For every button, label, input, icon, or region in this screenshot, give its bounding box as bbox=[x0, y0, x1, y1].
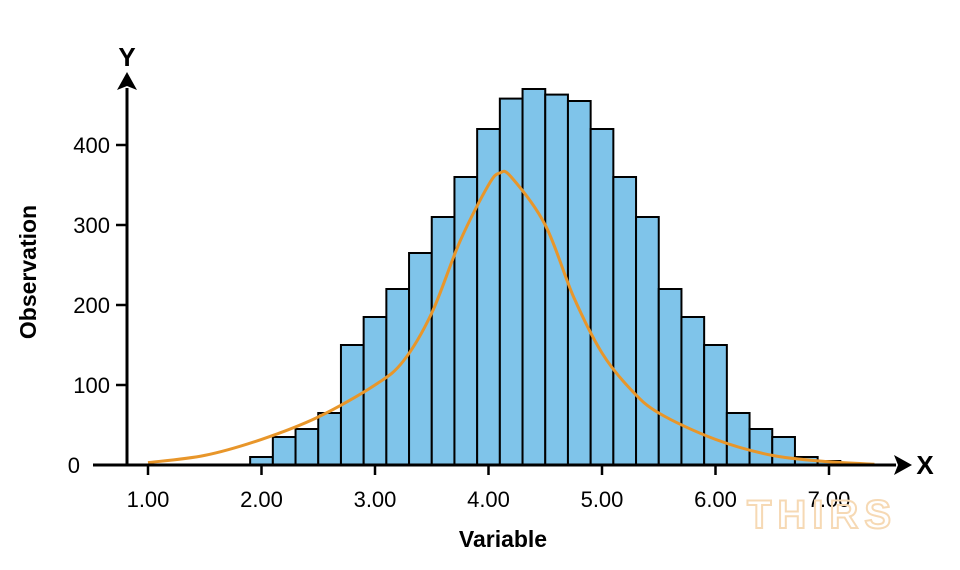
axes: X Y bbox=[93, 42, 934, 480]
watermark-logo: THIRS bbox=[747, 493, 897, 537]
y-axis-title: Observation bbox=[15, 205, 41, 339]
histogram-bar bbox=[294, 428, 320, 466]
histogram-bar bbox=[271, 436, 297, 466]
y-tick-label: 300 bbox=[73, 213, 110, 238]
histogram-bar bbox=[566, 100, 592, 466]
y-axis-letter: Y bbox=[118, 42, 135, 72]
histogram-bar bbox=[657, 288, 683, 466]
x-tick-label: 6.00 bbox=[694, 487, 737, 512]
x-tick-label: 1.00 bbox=[127, 487, 170, 512]
x-axis-title: Variable bbox=[459, 526, 547, 552]
y-tick-label: 200 bbox=[73, 293, 110, 318]
histogram-bar bbox=[635, 216, 660, 466]
x-tick-label: 7.00 bbox=[808, 487, 851, 512]
histogram-bar bbox=[680, 316, 706, 466]
x-axis-arrow bbox=[894, 455, 912, 475]
histogram-bar bbox=[703, 344, 728, 466]
y-ticks: 0 100 200 300 400 bbox=[68, 133, 127, 478]
x-tick-label: 3.00 bbox=[354, 487, 397, 512]
x-tick-label: 5.00 bbox=[581, 487, 624, 512]
x-tick-label: 2.00 bbox=[240, 487, 283, 512]
histogram-bar bbox=[725, 412, 751, 466]
histogram-bars bbox=[249, 88, 842, 466]
density-curve bbox=[147, 169, 875, 466]
density-curve-layer bbox=[147, 169, 875, 466]
x-axis-letter: X bbox=[916, 450, 934, 480]
y-tick-label: 100 bbox=[73, 373, 110, 398]
y-tick-label: 400 bbox=[73, 133, 110, 158]
histogram-bar bbox=[521, 88, 547, 466]
histogram-bar bbox=[453, 176, 479, 466]
histogram-bar bbox=[408, 252, 433, 466]
x-tick-label: 4.00 bbox=[467, 487, 510, 512]
histogram-bar bbox=[612, 176, 638, 466]
histogram-bar bbox=[498, 97, 524, 466]
histogram-bar bbox=[748, 428, 774, 466]
histogram-bar bbox=[476, 128, 501, 466]
histogram-bar bbox=[430, 216, 456, 466]
y-tick-label: 0 bbox=[68, 453, 80, 478]
histogram-bar bbox=[385, 288, 411, 466]
histogram-bar bbox=[771, 436, 796, 466]
histogram-bar bbox=[544, 93, 569, 466]
x-ticks: 1.00 2.00 3.00 4.00 5.00 6.00 7.00 bbox=[127, 465, 851, 512]
histogram-bar bbox=[317, 412, 342, 466]
histogram-bar bbox=[589, 128, 615, 466]
y-axis-arrow bbox=[117, 72, 137, 90]
